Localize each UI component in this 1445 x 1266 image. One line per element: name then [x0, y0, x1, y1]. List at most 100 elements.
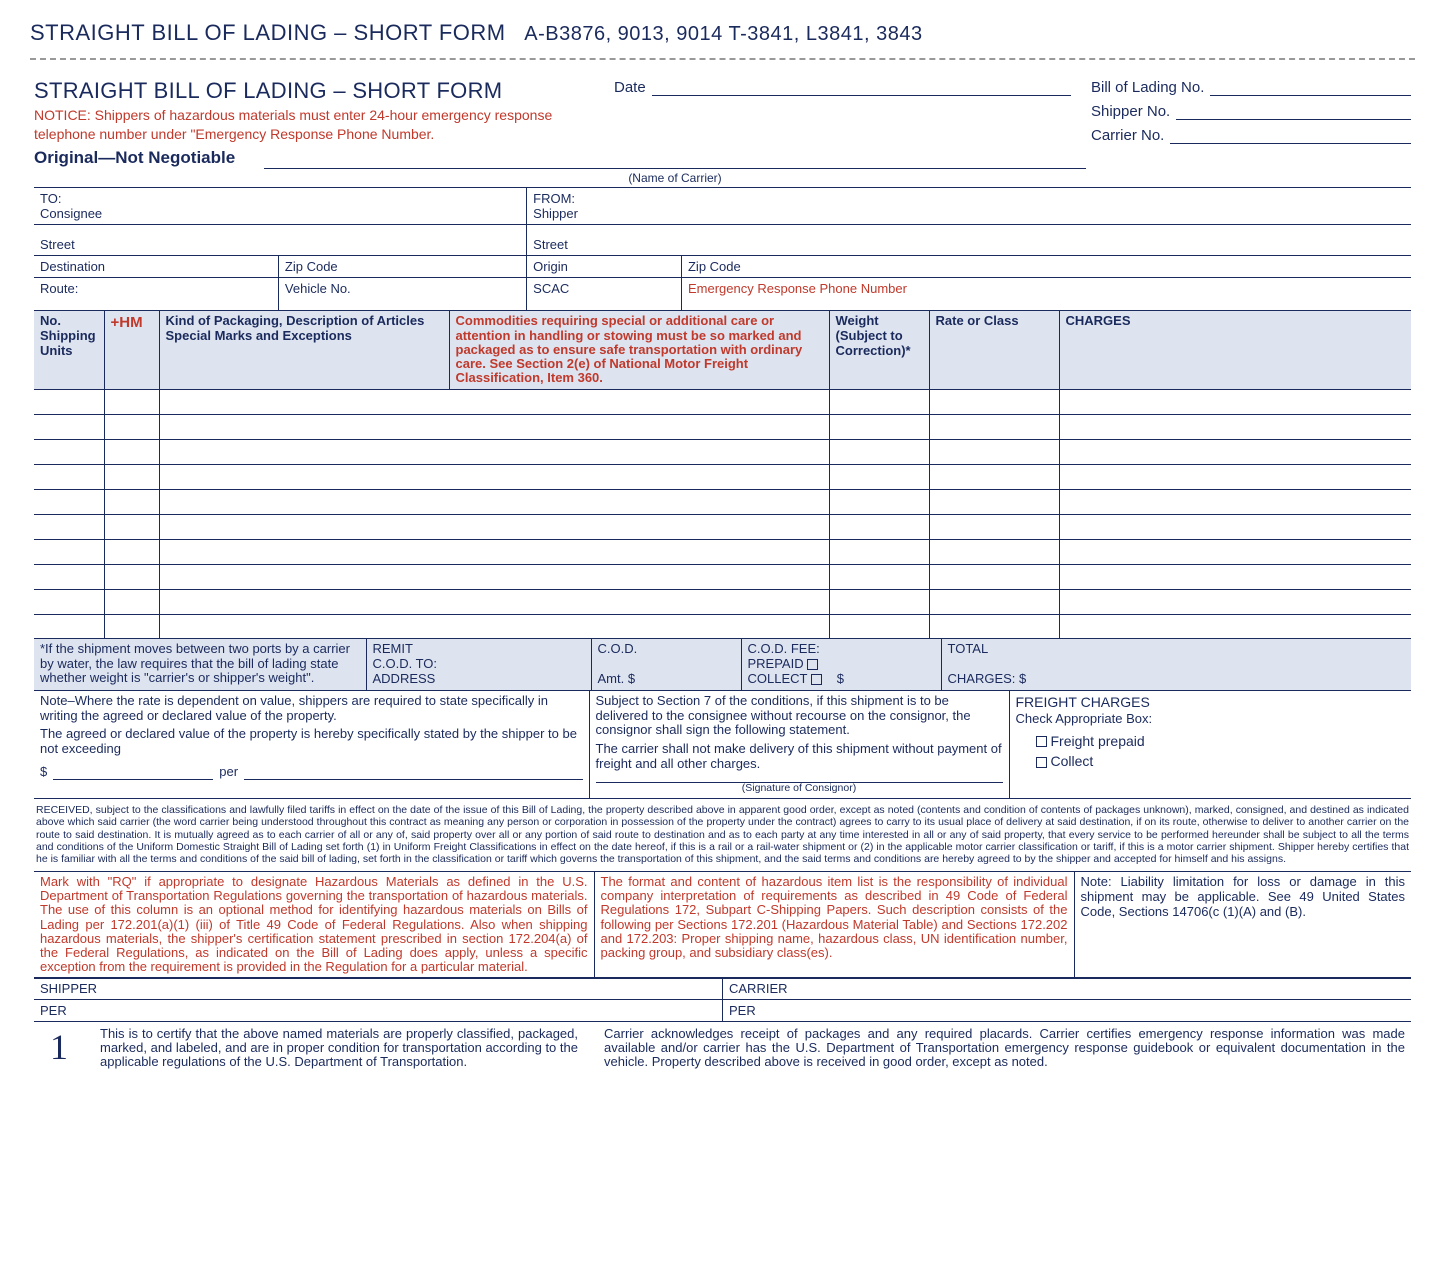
address-table: TO: Consignee FROM: Shipper Street Stree…	[34, 187, 1411, 312]
zip-label: Zip Code	[285, 259, 338, 274]
total-label: TOTAL	[948, 641, 989, 656]
bol-no-field[interactable]: Bill of Lading No.	[1091, 78, 1411, 96]
address-label: ADDRESS	[373, 671, 436, 686]
freight-prepaid-checkbox[interactable]	[1036, 736, 1047, 747]
col-units: No. Shipping Units	[34, 311, 104, 389]
tear-off-header: STRAIGHT BILL OF LADING – SHORT FORM A-B…	[30, 20, 1415, 46]
ports-note: *If the shipment moves between two ports…	[34, 639, 366, 691]
hazmat-left: Mark with "RQ" if appropriate to designa…	[34, 871, 594, 978]
col-hm: +HM	[104, 311, 159, 389]
item-row[interactable]	[34, 514, 1411, 539]
col-desc-note: Commodities requiring special or additio…	[449, 311, 829, 389]
shipper-per-field[interactable]: PER	[34, 1000, 723, 1022]
col-desc: Kind of Packaging, Description of Articl…	[159, 311, 449, 389]
total-charges-label: CHARGES: $	[948, 671, 1027, 686]
item-row[interactable]	[34, 564, 1411, 589]
emergency-label: Emergency Response Phone Number	[688, 281, 907, 296]
prepaid-label: PREPAID	[748, 656, 804, 671]
item-row[interactable]	[34, 539, 1411, 564]
item-row[interactable]	[34, 464, 1411, 489]
no-deliver-text: The carrier shall not make delivery of t…	[596, 742, 1003, 772]
value-note1: Note–Where the rate is dependent on valu…	[40, 694, 583, 724]
hazmat-notes-row: Mark with "RQ" if appropriate to designa…	[34, 871, 1411, 979]
from-shipper-field[interactable]: FROM: Shipper	[527, 187, 1411, 224]
per-label1: PER	[40, 1003, 67, 1018]
col-weight: Weight (Subject to Correction)*	[829, 311, 929, 389]
value-freight-row: Note–Where the rate is dependent on valu…	[34, 690, 1411, 799]
total-cell[interactable]: TOTAL CHARGES: $	[941, 639, 1411, 691]
value-note2: The agreed or declared value of the prop…	[40, 727, 583, 757]
origin-zip-field[interactable]: Zip Code	[681, 255, 1411, 277]
signature-row: SHIPPER CARRIER PER PER	[34, 977, 1411, 1022]
cod-row: *If the shipment moves between two ports…	[34, 638, 1411, 691]
name-of-carrier-label: (Name of Carrier)	[264, 171, 1086, 185]
freight-collect-checkbox[interactable]	[1036, 757, 1047, 768]
codfee-label: C.O.D. FEE:	[748, 641, 820, 656]
route-label: Route:	[40, 281, 78, 296]
form-body: STRAIGHT BILL OF LADING – SHORT FORM NOT…	[30, 78, 1415, 1073]
carrier-sig-field[interactable]: CARRIER	[723, 978, 1412, 1000]
cod-cell[interactable]: C.O.D. Amt. $	[591, 639, 741, 691]
shipper-no-label: Shipper No.	[1091, 103, 1170, 120]
date-label: Date	[614, 79, 646, 96]
to-consignee-field[interactable]: TO: Consignee	[34, 187, 527, 224]
from-label: FROM:	[533, 191, 575, 206]
item-row[interactable]	[34, 389, 1411, 414]
scac-field[interactable]: SCAC	[527, 277, 682, 311]
origin-label: Origin	[533, 259, 568, 274]
copy-number: 1	[40, 1027, 78, 1067]
origin-field[interactable]: Origin	[527, 255, 682, 277]
emergency-phone-field[interactable]: Emergency Response Phone Number	[681, 277, 1411, 311]
destination-field[interactable]: Destination	[34, 255, 278, 277]
to-street-field[interactable]: Street	[34, 224, 527, 255]
zip-label2: Zip Code	[688, 259, 741, 274]
vehicle-label: Vehicle No.	[285, 281, 351, 296]
items-table: No. Shipping Units +HM Kind of Packaging…	[34, 310, 1411, 639]
freight-charges-label: FREIGHT CHARGES	[1016, 694, 1406, 710]
item-row[interactable]	[34, 414, 1411, 439]
codfee-cell[interactable]: C.O.D. FEE: PREPAID COLLECT $	[741, 639, 941, 691]
shipper-sig-label: SHIPPER	[40, 981, 97, 996]
form-title: STRAIGHT BILL OF LADING – SHORT FORM	[34, 78, 594, 104]
item-row[interactable]	[34, 489, 1411, 514]
header-codes: A-B3876, 9013, 9014 T-3841, L3841, 3843	[524, 23, 922, 45]
hazmat-notice: NOTICE: Shippers of hazardous materials …	[34, 106, 594, 144]
check-box-label: Check Appropriate Box:	[1016, 712, 1406, 727]
sec7-cell[interactable]: Subject to Section 7 of the conditions, …	[589, 690, 1009, 798]
cod-label: C.O.D.	[598, 641, 638, 656]
remit-cell[interactable]: REMIT C.O.D. TO: ADDRESS	[366, 639, 591, 691]
prepaid-checkbox[interactable]	[807, 659, 818, 670]
col-rate: Rate or Class	[929, 311, 1059, 389]
carrier-per-field[interactable]: PER	[723, 1000, 1412, 1022]
item-row[interactable]	[34, 589, 1411, 614]
freight-charges-cell[interactable]: FREIGHT CHARGES Check Appropriate Box: F…	[1009, 690, 1411, 798]
carrier-no-field[interactable]: Carrier No.	[1091, 126, 1411, 144]
signature-label: (Signature of Consignor)	[596, 783, 1003, 795]
per-label2: PER	[729, 1003, 756, 1018]
shipper-sig-field[interactable]: SHIPPER	[34, 978, 723, 1000]
item-row[interactable]	[34, 614, 1411, 639]
dollar-label: $	[40, 765, 47, 780]
amt-label: Amt. $	[598, 671, 636, 686]
street-label2: Street	[533, 237, 568, 252]
header-title: STRAIGHT BILL OF LADING – SHORT FORM	[30, 20, 506, 45]
date-field[interactable]: Date	[614, 78, 1071, 96]
bol-no-label: Bill of Lading No.	[1091, 79, 1204, 96]
route-field[interactable]: Route:	[34, 277, 278, 311]
dest-zip-field[interactable]: Zip Code	[278, 255, 526, 277]
freight-prepaid-label: Freight prepaid	[1051, 733, 1145, 749]
remit-label: REMIT	[373, 641, 413, 656]
item-row[interactable]	[34, 439, 1411, 464]
shipper-no-field[interactable]: Shipper No.	[1091, 102, 1411, 120]
dollar: $	[837, 671, 844, 686]
per-label: per	[219, 765, 238, 780]
to-label: TO:	[40, 191, 61, 206]
from-street-field[interactable]: Street	[527, 224, 1411, 255]
destination-label: Destination	[40, 259, 105, 274]
value-note-cell[interactable]: Note–Where the rate is dependent on valu…	[34, 690, 589, 798]
codto-label: C.O.D. TO:	[373, 656, 438, 671]
vehicle-field[interactable]: Vehicle No.	[278, 277, 526, 311]
freight-collect-label: Collect	[1051, 753, 1094, 769]
collect-checkbox[interactable]	[811, 674, 822, 685]
hazmat-mid: The format and content of hazardous item…	[594, 871, 1074, 978]
